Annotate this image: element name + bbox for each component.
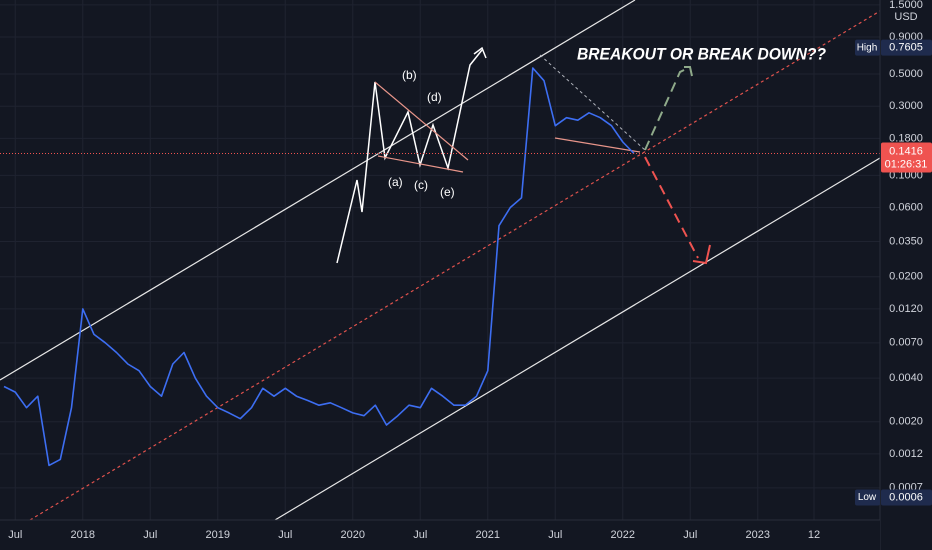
last-price-badge bbox=[881, 142, 932, 173]
high-value-bg bbox=[881, 39, 932, 56]
low-value: 0.0006 bbox=[889, 491, 923, 503]
y-tick-label: 0.0070 bbox=[889, 337, 923, 349]
low-value-bg bbox=[881, 489, 932, 506]
price-layer bbox=[3, 67, 635, 467]
x-tick-label: Jul bbox=[8, 529, 22, 541]
wedge-bottom bbox=[554, 137, 641, 153]
x-tick-label: Jul bbox=[278, 529, 292, 541]
axis-layer: 1.50000.90000.50000.30000.18000.10000.06… bbox=[8, 0, 932, 541]
breakdown-arrow bbox=[692, 244, 711, 265]
x-tick-label: 2019 bbox=[206, 529, 230, 541]
y-tick-label: 1.5000 bbox=[889, 0, 923, 11]
channel-upper bbox=[0, 0, 636, 381]
x-tick-label: 2018 bbox=[71, 529, 95, 541]
x-tick-label: 2022 bbox=[611, 529, 635, 541]
y-tick-label: 0.0040 bbox=[889, 372, 923, 384]
x-tick-label: 2021 bbox=[476, 529, 500, 541]
time-axis bbox=[0, 520, 880, 550]
wave-label: (e) bbox=[440, 185, 455, 199]
y-tick-label: 0.0020 bbox=[889, 416, 923, 428]
wave-label: (d) bbox=[427, 90, 442, 104]
y-tick-label: 0.0012 bbox=[889, 448, 923, 460]
high-tag: High bbox=[857, 42, 878, 53]
x-tick-label: Jul bbox=[548, 529, 562, 541]
high-tag-bg bbox=[855, 39, 880, 56]
countdown-label: 01:26:31 bbox=[885, 158, 928, 170]
breakdown-path bbox=[644, 156, 699, 259]
y-tick-label: 0.0200 bbox=[889, 271, 923, 283]
wave-label: (c) bbox=[414, 178, 428, 192]
x-tick-label: Jul bbox=[413, 529, 427, 541]
x-tick-label: Jul bbox=[143, 529, 157, 541]
x-tick-label: 2023 bbox=[746, 529, 770, 541]
y-tick-label: 0.0600 bbox=[889, 201, 923, 213]
price-axis bbox=[880, 0, 932, 550]
price-line bbox=[3, 67, 635, 467]
low-tag-bg bbox=[855, 489, 880, 506]
wave-path bbox=[336, 49, 483, 264]
x-tick-label: 2020 bbox=[341, 529, 365, 541]
breakout-path bbox=[644, 66, 691, 151]
low-tag: Low bbox=[858, 492, 877, 503]
channel-lower bbox=[274, 157, 881, 521]
y-tick-label: 0.0120 bbox=[889, 303, 923, 315]
wave-arrow bbox=[473, 46, 487, 59]
currency-label: USD bbox=[894, 11, 917, 23]
breakout-arrow bbox=[684, 66, 693, 77]
last-price-label: 0.1416 bbox=[889, 145, 923, 157]
wave-label: (a) bbox=[388, 175, 403, 189]
grid bbox=[0, 0, 880, 520]
annotation: BREAKOUT OR BREAK DOWN?? bbox=[577, 44, 827, 63]
triangle-bottom bbox=[377, 155, 464, 173]
x-tick-label: Jul bbox=[683, 529, 697, 541]
wave-label: (b) bbox=[402, 68, 417, 82]
x-tick-label: 12 bbox=[808, 529, 820, 541]
y-tick-label: 0.3000 bbox=[889, 100, 923, 112]
triangle-top bbox=[374, 81, 469, 161]
high-value: 0.7605 bbox=[889, 42, 923, 54]
y-tick-label: 0.0350 bbox=[889, 235, 923, 247]
y-tick-label: 0.5000 bbox=[889, 68, 923, 80]
y-tick-label: 0.1800 bbox=[889, 132, 923, 144]
